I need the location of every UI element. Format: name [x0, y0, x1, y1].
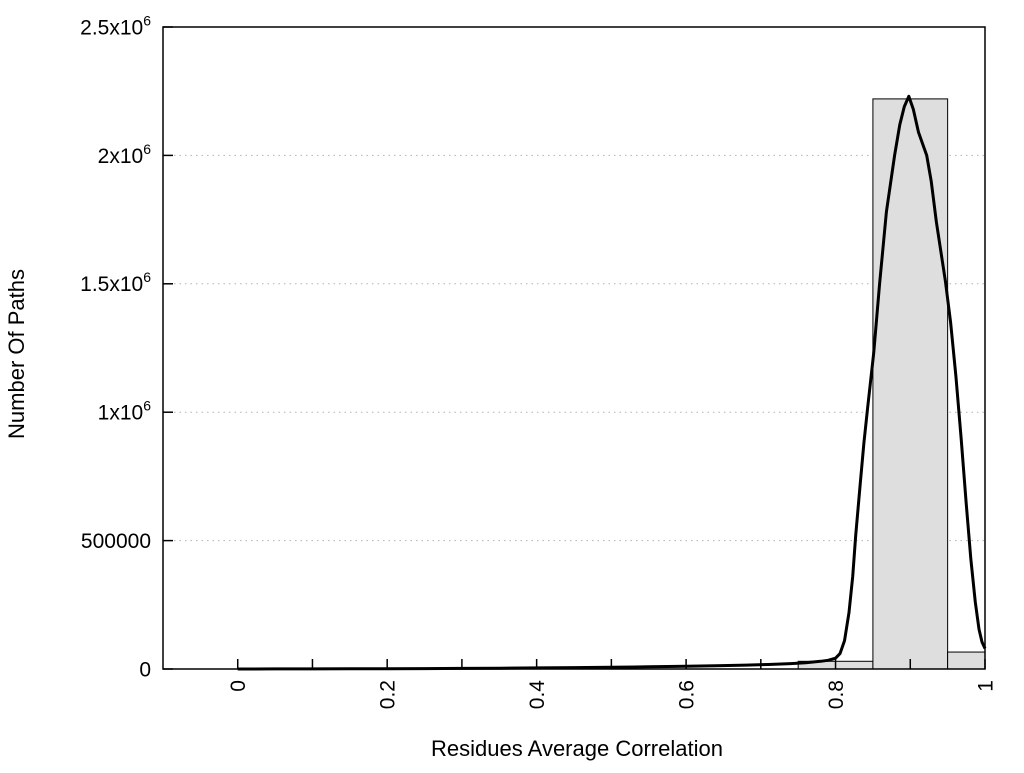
x-tick-label: 0	[227, 680, 250, 692]
y-tick-label: 1x106	[98, 398, 152, 425]
plot-border	[162, 26, 986, 670]
y-tick-label: 2.5x106	[80, 12, 151, 39]
y-ticks	[163, 26, 173, 670]
x-tick-label: 1	[974, 680, 997, 692]
x-tick-label: 0.8	[825, 680, 848, 709]
x-tick-label: 0.4	[526, 680, 549, 710]
y-tick-labels: 0 500000 1x106 1.5x106 2x106 2.5x106	[80, 12, 151, 681]
histogram-bar	[872, 98, 949, 670]
histogram-bar	[947, 651, 986, 670]
y-tick-label: 500000	[81, 530, 151, 553]
x-ticks	[236, 659, 986, 669]
histogram-bars	[797, 98, 986, 670]
x-axis-title: Residues Average Correlation	[431, 736, 723, 761]
y-tick-label: 0	[139, 658, 151, 681]
x-tick-labels: 0 0.2 0.4 0.6 0.8 1	[227, 680, 997, 710]
fit-curve	[237, 94, 987, 671]
y-tick-label: 1.5x106	[80, 269, 151, 296]
y-tick-label: 2x106	[98, 141, 152, 168]
y-axis-title: Number Of Paths	[4, 269, 29, 439]
x-tick-label: 0.6	[675, 680, 698, 709]
fit-curve-path	[237, 94, 987, 671]
x-tick-label: 0.2	[377, 680, 400, 709]
